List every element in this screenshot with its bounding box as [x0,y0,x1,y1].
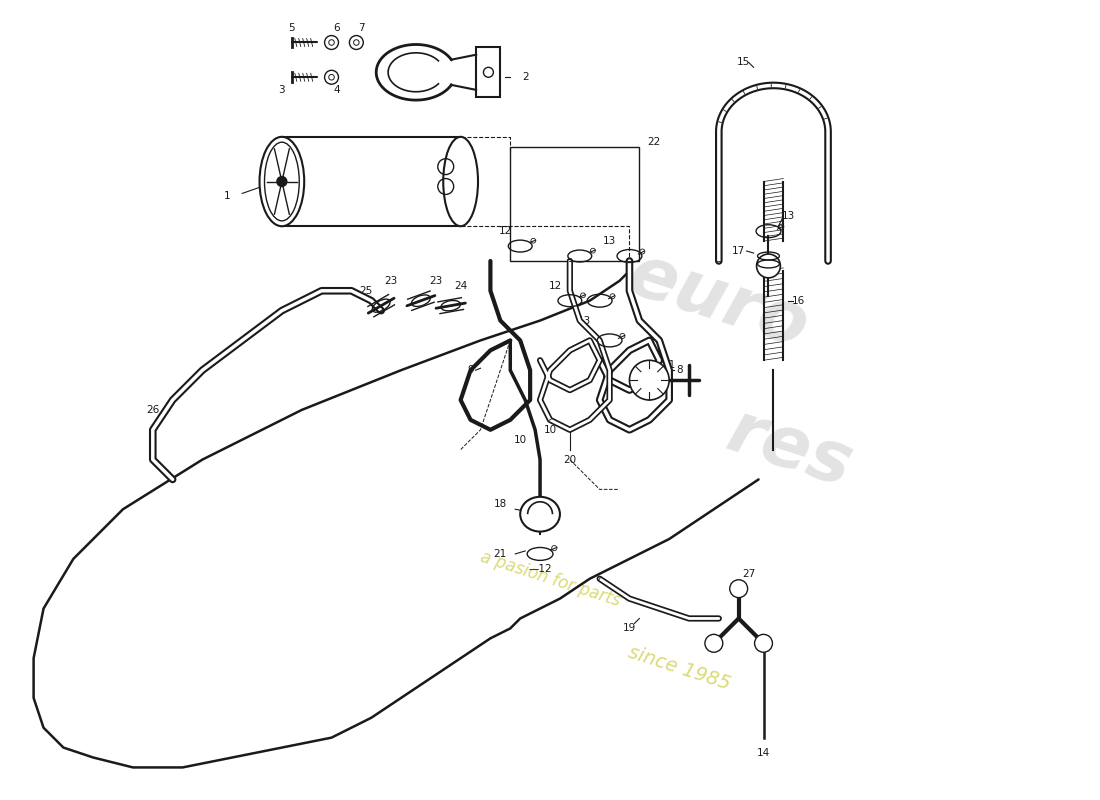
Text: 26: 26 [146,405,160,415]
Bar [510,146,639,261]
Text: 20: 20 [563,454,576,465]
Text: 23: 23 [429,276,442,286]
Ellipse shape [520,497,560,531]
Text: —12: —12 [528,564,552,574]
Circle shape [729,580,748,598]
Text: 3: 3 [278,85,285,95]
Text: 14: 14 [757,747,770,758]
Circle shape [277,177,287,186]
Text: 27: 27 [742,569,756,578]
Text: 15: 15 [737,58,750,67]
Text: 16: 16 [792,296,805,306]
Text: since 1985: since 1985 [626,642,733,694]
Ellipse shape [260,137,305,226]
Text: 21: 21 [494,549,507,559]
Text: res: res [718,397,861,502]
Circle shape [705,634,723,652]
Text: 12: 12 [498,226,512,236]
Circle shape [757,254,780,278]
Circle shape [755,634,772,652]
Text: a pasion for parts: a pasion for parts [477,547,623,610]
Circle shape [629,360,669,400]
Text: 10: 10 [543,425,557,434]
Text: 24: 24 [454,281,467,290]
Text: 23: 23 [385,276,398,286]
Text: 25: 25 [360,286,373,296]
Text: 8: 8 [675,366,682,375]
Text: 19: 19 [623,623,636,634]
Text: 10: 10 [514,434,527,445]
Text: 4: 4 [333,85,340,95]
Text: 13: 13 [782,211,795,222]
Text: 7: 7 [358,22,364,33]
Text: euro: euro [619,239,817,362]
Text: 6: 6 [333,22,340,33]
Text: 11: 11 [662,360,675,370]
Text: 18: 18 [494,499,507,510]
Text: 12: 12 [548,281,562,290]
Text: 13: 13 [603,236,616,246]
Text: 22: 22 [648,137,661,147]
Text: 2: 2 [521,72,528,82]
Text: 1: 1 [224,191,231,202]
Text: 17: 17 [733,246,746,256]
Text: 5: 5 [288,22,295,33]
Ellipse shape [443,137,478,226]
Text: 13: 13 [579,315,592,326]
Text: 9: 9 [468,366,474,375]
